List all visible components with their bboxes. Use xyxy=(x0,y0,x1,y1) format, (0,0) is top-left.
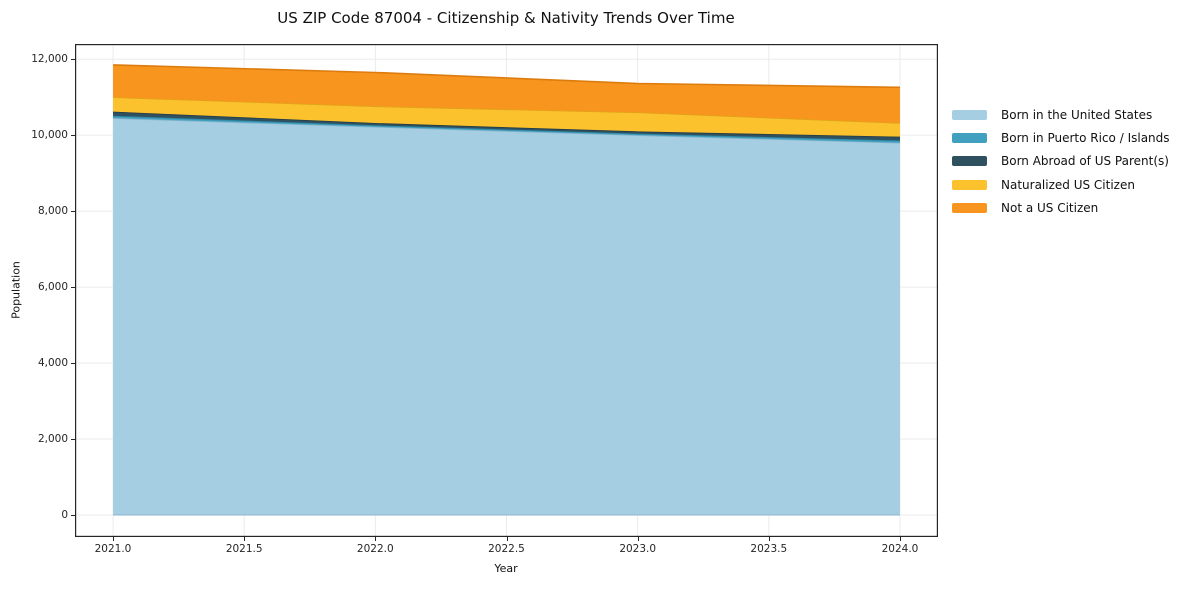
x-tick-label: 2024.0 xyxy=(881,543,919,555)
x-tickmark xyxy=(900,537,901,541)
legend-item-not-a-us-citizen: Not a US Citizen xyxy=(952,196,1170,219)
x-tickmark xyxy=(506,537,508,541)
y-tick-label: 2,000 xyxy=(37,432,68,445)
y-tickmark xyxy=(71,59,75,61)
x-tickmark xyxy=(244,537,246,541)
legend-item-born-abroad-of-us-parent-s: Born Abroad of US Parent(s) xyxy=(952,150,1170,173)
x-tick-label: 2023.5 xyxy=(750,543,788,555)
legend-swatch-icon xyxy=(952,156,987,167)
y-tick-label: 10,000 xyxy=(31,128,68,141)
plot-frame xyxy=(75,44,938,537)
y-tickmark xyxy=(71,515,75,516)
area-naturalized-us-citizen xyxy=(113,97,900,137)
legend-item-born-in-puerto-rico-islands: Born in Puerto Rico / Islands xyxy=(952,126,1170,149)
chart-title: US ZIP Code 87004 - Citizenship & Nativi… xyxy=(277,9,735,27)
legend-swatch-icon xyxy=(952,109,987,120)
area-edge-not-a-us-citizen xyxy=(113,64,900,89)
area-not-a-us-citizen xyxy=(113,64,900,123)
x-tickmark xyxy=(637,537,639,541)
x-tick-label: 2022.0 xyxy=(356,543,394,555)
legend-swatch-icon xyxy=(952,132,987,143)
plot-area xyxy=(75,44,938,537)
x-tick-label: 2022.5 xyxy=(488,543,525,555)
x-axis-label: Year xyxy=(494,562,518,575)
x-tickmark xyxy=(113,537,114,541)
y-tickmark xyxy=(71,287,75,289)
area-born-in-the-united-states xyxy=(113,118,900,515)
y-tickmark xyxy=(71,211,75,213)
y-tick-label: 8,000 xyxy=(37,204,68,217)
y-tick-label: 0 xyxy=(61,508,68,521)
x-tick-label: 2021.5 xyxy=(225,543,263,555)
legend-label: Born in the United States xyxy=(1001,107,1153,122)
x-tick-label: 2021.0 xyxy=(94,543,132,555)
y-tickmark xyxy=(71,363,75,364)
legend: Born in the United States Born in Puerto … xyxy=(952,103,1170,219)
legend-label: Born in Puerto Rico / Islands xyxy=(1001,130,1170,145)
y-tick-label: 4,000 xyxy=(37,356,68,369)
x-tickmark xyxy=(768,537,770,541)
y-tickmark xyxy=(71,135,75,137)
legend-label: Naturalized US Citizen xyxy=(1001,177,1135,192)
y-tick-label: 12,000 xyxy=(31,52,68,65)
x-tick-label: 2023.0 xyxy=(619,543,657,555)
legend-label: Not a US Citizen xyxy=(1001,200,1099,215)
legend-swatch-icon xyxy=(952,202,987,213)
x-tickmark xyxy=(375,537,377,541)
legend-label: Born Abroad of US Parent(s) xyxy=(1001,154,1169,169)
y-tickmark xyxy=(71,439,75,440)
legend-item-born-in-the-united-states: Born in the United States xyxy=(952,103,1170,126)
y-tick-label: 6,000 xyxy=(37,280,68,293)
legend-item-naturalized-us-citizen: Naturalized US Citizen xyxy=(952,173,1170,196)
legend-swatch-icon xyxy=(952,179,987,190)
